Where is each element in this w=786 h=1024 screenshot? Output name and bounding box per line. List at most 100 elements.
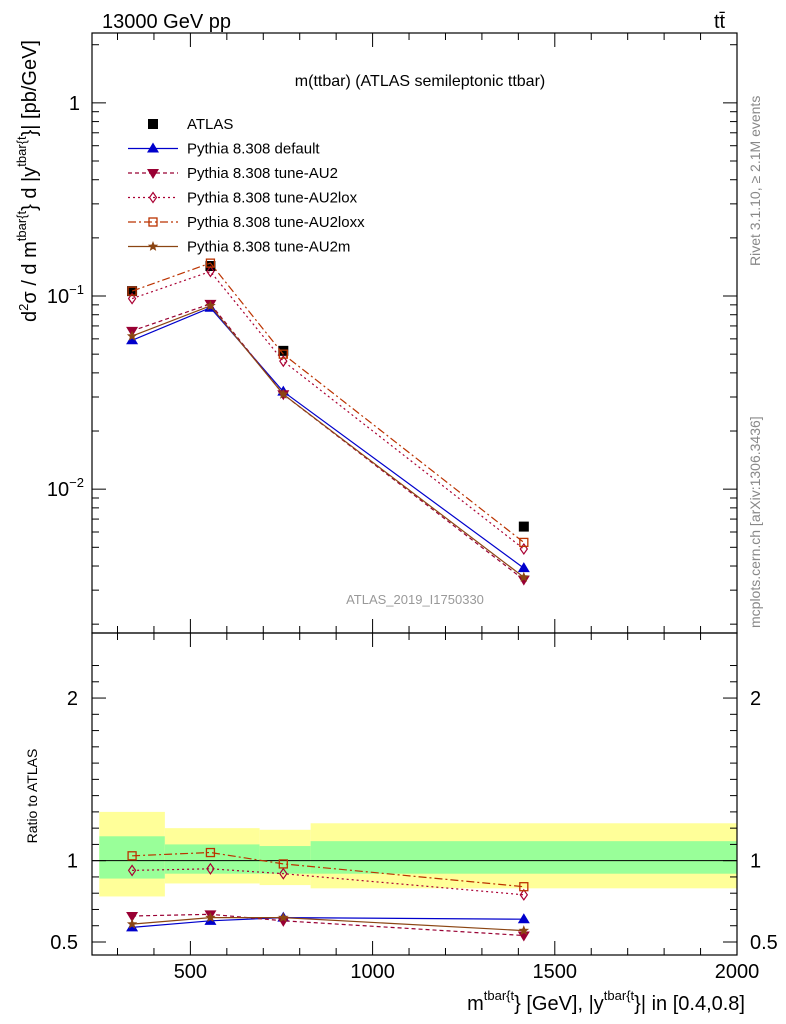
legend-entry-default: Pythia 8.308 default <box>128 141 320 158</box>
ratio-point-au2lox-0 <box>127 864 137 877</box>
point-au2lox-2 <box>279 355 288 368</box>
series-line-au2lox <box>131 270 525 550</box>
ratio-point-au2-2 <box>277 916 290 927</box>
ratio-point-au2loxx-3 <box>519 882 529 892</box>
ratio-panel: 0.5 0.5 1 1 2 2 500 1000 1500 2000 Ratio to ATLA… <box>24 632 778 1015</box>
legend-marker-au2 <box>147 169 159 179</box>
series-au2loxx <box>127 258 529 548</box>
main-ytick-base: 1 <box>69 93 80 115</box>
main-panel: 1 10−110 −2 m(ttbar) (ATLAS semileptonic t… <box>14 32 738 634</box>
main-ytick-label: 1 <box>69 93 80 115</box>
ratio-series-au2loxx <box>127 847 529 892</box>
xlabel-part-0: m <box>467 993 484 1015</box>
rivet-label: Rivet 3.1.10, ≥ 2.1M events <box>747 96 763 266</box>
ratio-point-au2m-0 <box>126 918 138 929</box>
series-au2 <box>126 299 530 586</box>
ylabel-part-5: tbar{t <box>14 136 29 167</box>
point-default-0 <box>126 334 139 345</box>
legend-label-au2m: Pythia 8.308 tune-AU2m <box>187 239 350 256</box>
series-default <box>126 301 530 573</box>
main-title: m(ttbar) (ATLAS semileptonic ttbar) <box>295 73 545 90</box>
ylabel-part-2: σ / d m <box>19 241 41 303</box>
legend-entry-au2m: Pythia 8.308 tune-AU2m <box>128 239 350 256</box>
series-au2m <box>126 300 530 582</box>
point-data-2 <box>278 345 289 356</box>
ratio-xtick-label: 1500 <box>533 961 578 983</box>
main-ytick-base: 10 <box>47 286 69 308</box>
legend-label-au2: Pythia 8.308 tune-AU2 <box>187 165 338 182</box>
legend-entry-au2loxx: Pythia 8.308 tune-AU2loxx <box>128 214 365 231</box>
main-ytick-label: 10−1 <box>47 282 84 308</box>
legend-marker-au2loxx <box>148 217 158 227</box>
ratio-line-default <box>132 916 524 928</box>
ylabel-part-3: tbar{t <box>14 210 29 241</box>
series-line-au2 <box>131 303 525 581</box>
band-inner-3 <box>310 841 737 874</box>
xlabel-part-4: }| in [0.4,0.8] <box>634 993 745 1015</box>
ratio-frame <box>91 632 738 956</box>
process-label: tt̄ <box>714 11 726 33</box>
ratio-xtick-label: 2000 <box>715 961 760 983</box>
ratio-ytick-label: 0.5 <box>50 932 78 954</box>
point-au2m-3 <box>518 571 530 582</box>
band-inner-0 <box>99 836 165 879</box>
legend-entry-au2: Pythia 8.308 tune-AU2 <box>128 165 338 182</box>
series-line-default <box>131 306 525 569</box>
legend-label-default: Pythia 8.308 default <box>187 141 320 158</box>
point-au2m-2 <box>278 388 289 399</box>
ratio-series-default <box>126 911 530 932</box>
point-au2lox-1 <box>206 265 215 278</box>
ratio-ylabel: Ratio to ATLAS <box>24 749 40 844</box>
ratio-xtick-label: 500 <box>174 961 207 983</box>
legend-label-data: ATLAS <box>187 116 233 133</box>
ratio-point-au2loxx-1 <box>205 847 216 858</box>
xlabel-part-3: tbar{t <box>604 988 635 1003</box>
ratio-point-au2m-2 <box>278 912 289 922</box>
legend-marker-data <box>148 119 158 129</box>
series-au2lox <box>127 265 529 556</box>
ratio-ytick-label: 1 <box>67 851 78 873</box>
point-data-3 <box>518 521 529 532</box>
point-au2lox-3 <box>519 542 529 556</box>
point-au2m-0 <box>126 330 138 341</box>
ratio-point-au2-0 <box>126 911 139 922</box>
ratio-ytick-label: 2 <box>67 688 78 710</box>
ylabel-part-4: } d |y <box>19 167 41 211</box>
ratio-ytick-label-right: 2 <box>750 688 761 710</box>
main-ytick-exp: −2 <box>69 475 84 490</box>
ratio-ytick-label-right: 0.5 <box>750 932 778 954</box>
legend-label-au2loxx: Pythia 8.308 tune-AU2loxx <box>187 214 365 231</box>
legend-entry-data: ATLAS <box>148 116 233 133</box>
point-default-3 <box>517 562 530 573</box>
ratio-point-au2-3 <box>517 931 530 942</box>
ratio-ytick-label-right: 1 <box>750 851 761 873</box>
main-ytick-exp: −1 <box>69 282 84 297</box>
legend-marker-au2lox <box>148 191 158 204</box>
point-au2loxx-1 <box>205 258 216 268</box>
ratio-line-au2loxx <box>132 851 524 888</box>
analysis-label: ATLAS_2019_I1750330 <box>346 592 484 607</box>
ratio-point-au2m-3 <box>518 925 530 936</box>
ylabel-part-1: 2 <box>16 304 31 311</box>
point-au2loxx-0 <box>127 286 137 296</box>
ratio-line-au2m <box>132 916 524 932</box>
point-au2loxx-3 <box>519 537 529 548</box>
legend-label-au2lox: Pythia 8.308 tune-AU2lox <box>187 190 358 207</box>
point-au2lox-0 <box>127 292 137 305</box>
ratio-series-au2 <box>126 910 530 942</box>
main-ylabel: d2σ / d mtbar{t} d |ytbar{t}| [pb/GeV] <box>14 40 41 322</box>
ratio-xlabel: mtbar{t} [GeV], |ytbar{t}| in [0.4,0.8] <box>467 988 745 1015</box>
ratio-point-au2loxx-2 <box>278 859 288 869</box>
legend: ATLAS Pythia 8.308 default Pythia 8.308 tu… <box>128 116 365 256</box>
ratio-point-au2lox-1 <box>206 862 215 875</box>
ylabel-part-0: d <box>19 311 41 322</box>
energy-label: 13000 GeV pp <box>102 11 231 33</box>
legend-marker-au2m <box>147 241 159 251</box>
ratio-point-au2loxx-0 <box>127 851 137 861</box>
series-line-au2loxx <box>131 262 525 543</box>
point-au2-3 <box>517 575 530 586</box>
ratio-point-au2lox-2 <box>279 867 288 880</box>
point-au2loxx-2 <box>278 349 288 359</box>
ratio-point-default-3 <box>517 913 530 924</box>
ratio-xtick-label: 1000 <box>350 961 395 983</box>
